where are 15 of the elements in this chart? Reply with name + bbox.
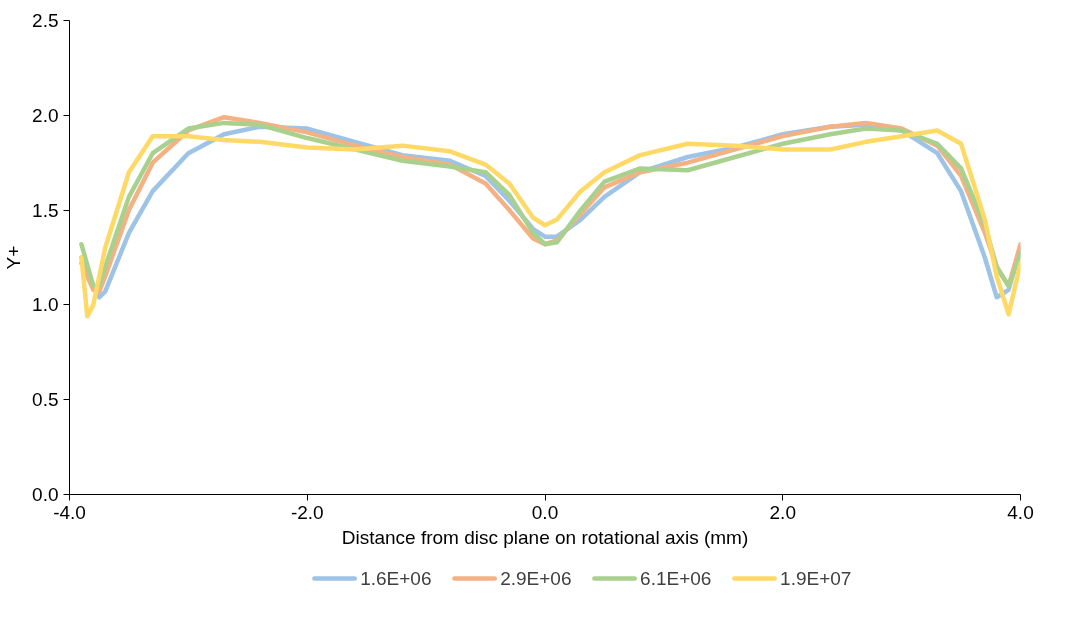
x-tick-label: -2.0: [290, 501, 324, 523]
y-tick-label: 0.5: [32, 389, 59, 411]
legend-label: 1.6E+06: [360, 568, 432, 589]
legend-label: 1.9E+07: [780, 568, 852, 589]
legend-label: 6.1E+06: [640, 568, 712, 589]
x-tick-label: 2.0: [769, 501, 796, 523]
y-tick-label: 2.5: [32, 10, 59, 31]
y-axis-title: Y+: [3, 245, 25, 270]
y-tick-label: 1.5: [32, 199, 59, 221]
x-axis-title: Distance from disc plane on rotational axis (mm): [341, 526, 749, 548]
x-tick-label: 0.0: [531, 501, 559, 523]
y-tick-label: 1.0: [32, 294, 59, 316]
x-tick-label: 4.0: [1007, 501, 1034, 523]
y-tick-label: 2.0: [32, 104, 59, 126]
legend-label: 2.9E+06: [500, 568, 572, 589]
